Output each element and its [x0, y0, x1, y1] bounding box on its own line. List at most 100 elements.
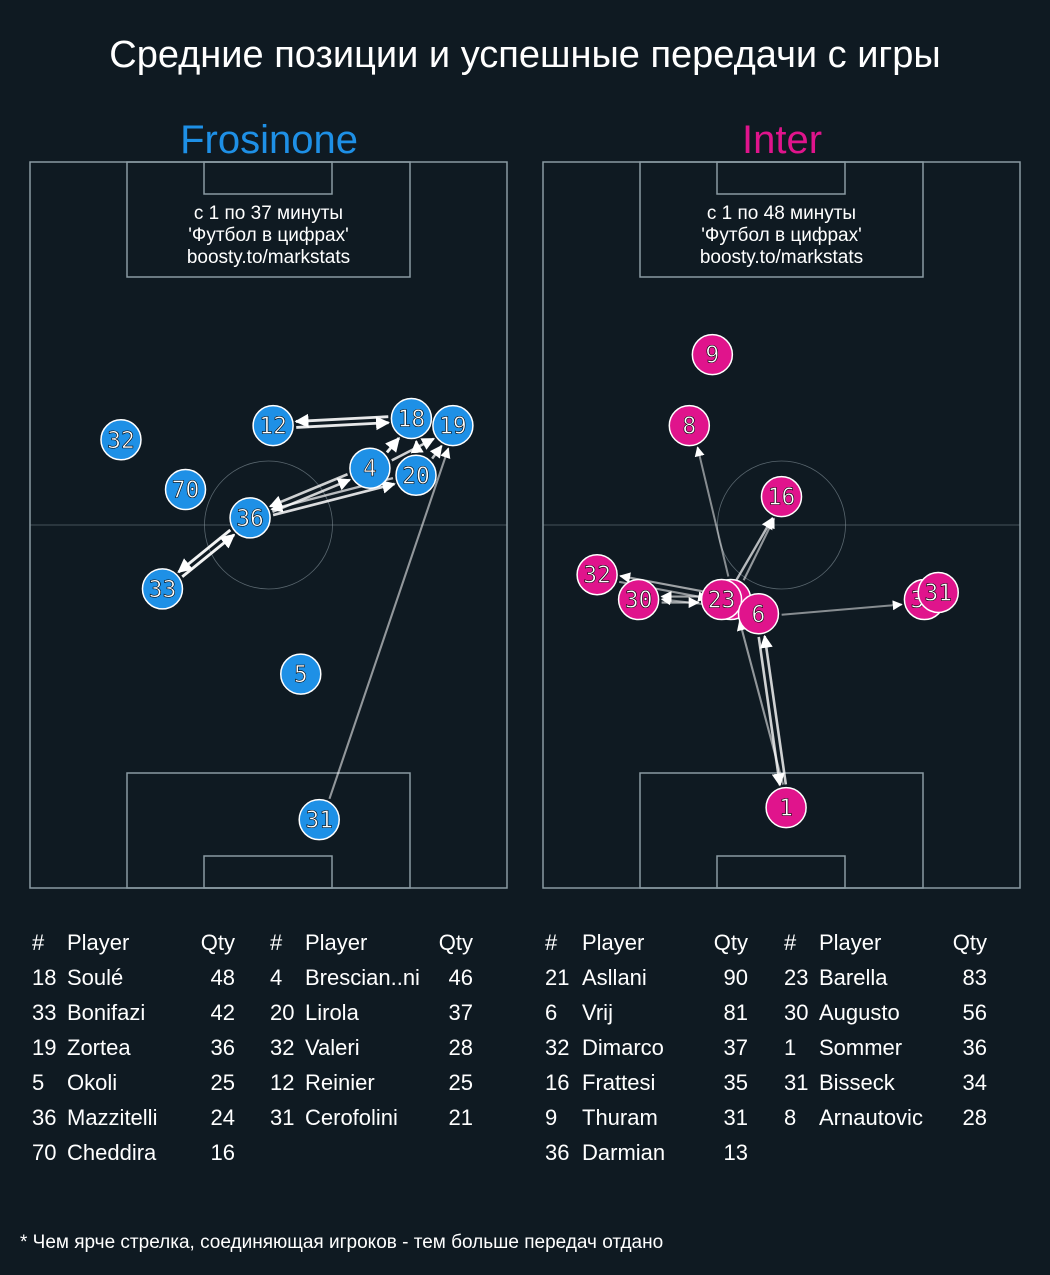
- pass-arrow-21-16: [742, 517, 775, 581]
- cell-qty: 56: [962, 1000, 987, 1025]
- info-line: 'Футбол в цифрах': [188, 225, 348, 246]
- cell-player: Mazzitelli: [67, 1105, 158, 1130]
- cell-player: Player: [67, 930, 130, 955]
- cell-qty: 34: [962, 1070, 987, 1095]
- cell-num: #: [784, 930, 797, 955]
- pass-arrow-23-16: [734, 516, 774, 582]
- cell-player: Bonifazi: [67, 1000, 146, 1025]
- player-number-1: 1: [779, 796, 793, 822]
- player-marker-23: [700, 578, 743, 621]
- cell-qty: 35: [723, 1070, 748, 1095]
- player-marker-6: [737, 593, 780, 635]
- player-marker-36: [229, 497, 271, 539]
- player-marker-9: [691, 333, 734, 376]
- cell-qty: 16: [210, 1140, 235, 1165]
- info-line: boosty.to/markstats: [700, 247, 863, 268]
- cell-qty: 48: [210, 965, 235, 990]
- cell-num: 32: [545, 1035, 570, 1060]
- cell-qty: 21: [448, 1105, 473, 1130]
- player-number-9: 9: [705, 343, 719, 369]
- player-number-32: 32: [107, 428, 135, 454]
- cell-player: Zortea: [67, 1035, 131, 1060]
- player-number-18: 18: [398, 407, 426, 433]
- pass-arrow-4-18: [385, 436, 401, 454]
- cell-qty: Qty: [200, 930, 235, 955]
- player-marker-33: [141, 568, 184, 610]
- pass-arrow-21-8: [694, 446, 730, 577]
- cell-qty: Qty: [952, 930, 987, 955]
- cell-qty: 28: [962, 1105, 987, 1130]
- team-name-home: Frosinone: [180, 118, 358, 162]
- cell-player: Player: [582, 930, 645, 955]
- cell-qty: 31: [723, 1105, 748, 1130]
- cell-num: 31: [784, 1070, 809, 1095]
- cell-num: 5: [32, 1070, 45, 1095]
- cell-player: Player: [305, 930, 368, 955]
- cell-num: 23: [784, 965, 809, 990]
- player-marker-19: [432, 404, 474, 447]
- player-number-12: 12: [259, 414, 287, 440]
- cell-num: 12: [270, 1070, 295, 1095]
- cell-num: 36: [32, 1105, 57, 1130]
- cell-num: #: [32, 930, 45, 955]
- player-marker-32: [576, 553, 618, 596]
- player-marker-5: [280, 653, 322, 695]
- cell-player: Augusto: [819, 1000, 900, 1025]
- player-marker-70: [164, 468, 207, 511]
- cell-qty: Qty: [438, 930, 473, 955]
- team-name-away: Inter: [741, 118, 823, 162]
- player-marker-8: [668, 404, 711, 447]
- cell-player: Asllani: [582, 965, 647, 990]
- player-number-33: 33: [149, 577, 177, 603]
- cell-qty: 24: [210, 1105, 235, 1130]
- cell-player: Bisseck: [819, 1070, 895, 1095]
- pass-arrow-20-19: [429, 444, 443, 460]
- pass-arrow-4-36: [268, 473, 349, 508]
- cell-num: #: [545, 930, 558, 955]
- cell-player: Brescian..ni: [305, 965, 420, 990]
- cell-player: Dimarco: [582, 1035, 664, 1060]
- info-line: 'Футбол в цифрах': [701, 225, 861, 246]
- cell-num: 36: [545, 1140, 570, 1165]
- centre-circle: [204, 460, 333, 590]
- cell-player: Vrij: [582, 1000, 613, 1025]
- pass-arrow-31-19: [328, 447, 451, 800]
- player-number-36: 36: [236, 506, 264, 532]
- player-marker-31: [917, 571, 959, 614]
- pass-arrow-33-36: [181, 533, 236, 578]
- cell-player: Arnautovic: [819, 1105, 923, 1130]
- cell-qty: 25: [210, 1070, 235, 1095]
- pitch-maps: с 1 по 37 минуты'Футбол в цифрах'boosty.…: [29, 161, 1021, 889]
- player-marker-20: [395, 454, 437, 497]
- cell-player: Thuram: [582, 1105, 658, 1130]
- goal-box-bottom: [203, 855, 333, 889]
- player-number-20: 20: [402, 463, 430, 489]
- cell-player: Barella: [819, 965, 888, 990]
- info-line: с 1 по 37 минуты: [194, 203, 343, 224]
- player-marker-4: [349, 447, 391, 489]
- pass-arrow-6-36: [781, 600, 903, 616]
- cell-num: 33: [32, 1000, 57, 1025]
- penalty-box-bottom: [126, 772, 411, 889]
- cell-player: Reinier: [305, 1070, 375, 1095]
- goal-box-bottom: [716, 855, 846, 889]
- cell-qty: 81: [723, 1000, 748, 1025]
- player-number-16: 16: [768, 485, 796, 511]
- cell-qty: 90: [723, 965, 748, 990]
- pass-arrow-36-33: [177, 528, 232, 574]
- cell-qty: 37: [448, 1000, 473, 1025]
- cell-player: Darmian: [582, 1140, 666, 1165]
- player-number-19: 19: [439, 414, 467, 440]
- cell-qty: 37: [723, 1035, 748, 1060]
- player-marker-18: [390, 397, 433, 440]
- cell-qty: 83: [962, 965, 987, 990]
- pitch-inter: с 1 по 48 минуты'Футбол в цифрах'boosty.…: [542, 161, 1021, 889]
- cell-num: #: [270, 930, 283, 955]
- cell-qty: 42: [210, 1000, 235, 1025]
- cell-num: 30: [784, 1000, 809, 1025]
- cell-player: Soulé: [67, 965, 124, 990]
- player-number-6: 6: [752, 602, 766, 628]
- cell-num: 1: [784, 1035, 797, 1060]
- player-number-32: 32: [583, 563, 611, 589]
- cell-num: 9: [545, 1105, 558, 1130]
